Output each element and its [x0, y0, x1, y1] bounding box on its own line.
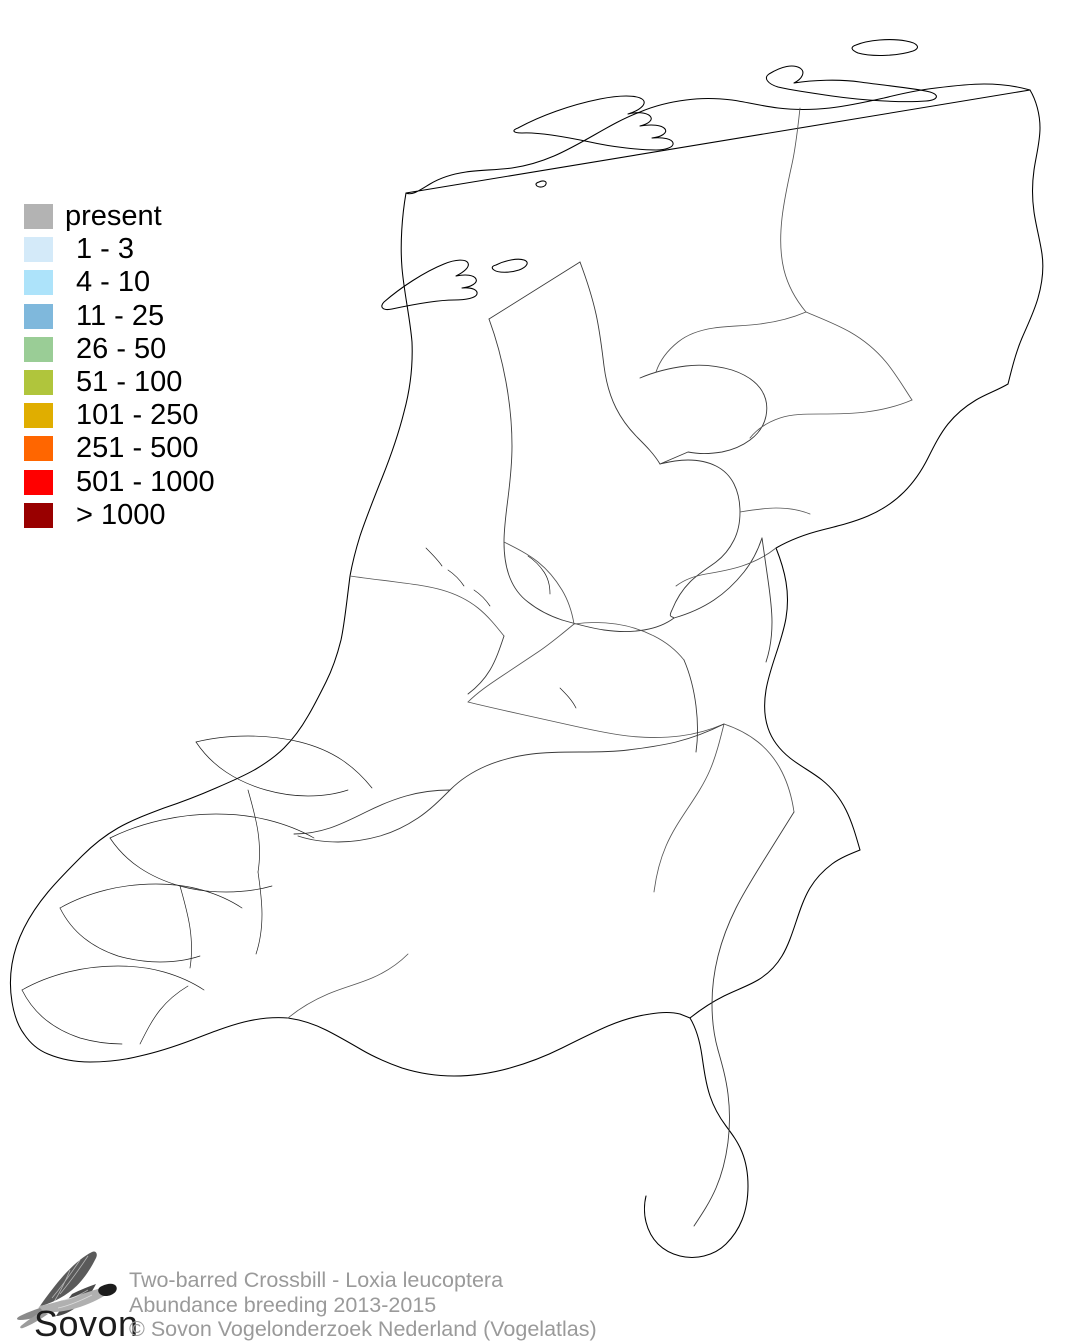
afsluitdijk [488, 261, 581, 320]
credit-metric-period: Abundance breeding 2013-2015 [129, 1292, 437, 1317]
legend-item-501-1000[interactable]: 501 - 1000 [24, 466, 324, 499]
overijssel-drenthe-east-border [1007, 89, 1044, 385]
legend-label-501-1000: 501 - 1000 [76, 465, 215, 498]
legend-swatch-4-10 [24, 270, 53, 296]
legend-swatch-501-1000 [24, 469, 53, 495]
limburg-east-border [764, 547, 861, 851]
legend-label-26-50: 26 - 50 [76, 332, 167, 365]
legend-label-101-250: 101 - 250 [76, 399, 199, 432]
wadden-islands [381, 39, 937, 311]
legend-item-over-1000[interactable]: > 1000 [24, 499, 324, 532]
legend-swatch-26-50 [24, 336, 53, 362]
legend-swatch-over-1000 [24, 502, 53, 528]
legend-swatch-1-3 [24, 237, 53, 263]
eastern-border [643, 1017, 749, 1259]
legend-item-1-3[interactable]: 1 - 3 [24, 233, 324, 266]
legend-item-26-50[interactable]: 26 - 50 [24, 333, 324, 366]
legend-swatch-11-25 [24, 303, 53, 329]
delta-detail [21, 735, 373, 1045]
legend-label-present: present [65, 200, 162, 233]
legend-label-1-3: 1 - 3 [76, 233, 135, 266]
legend-item-51-100[interactable]: 51 - 100 [24, 366, 324, 399]
gelderland-east-border [775, 383, 1009, 549]
inland-detail [425, 547, 577, 709]
province-borders [287, 107, 913, 1019]
markermeer-south-shore [561, 617, 675, 632]
legend-label-251-500: 251 - 500 [76, 432, 199, 465]
credit-copyright: © Sovon Vogelonderzoek Nederland (Vogela… [129, 1317, 597, 1341]
ijsselmeer-east-shore [579, 261, 661, 465]
noordoostpolder [639, 364, 768, 465]
legend-swatch-present [24, 204, 53, 230]
legend-item-11-25[interactable]: 11 - 25 [24, 300, 324, 333]
credit-species: Two-barred Crossbill - Loxia leucoptera [129, 1268, 504, 1292]
legend-swatch-101-250 [24, 403, 53, 429]
legend-item-4-10[interactable]: 4 - 10 [24, 266, 324, 299]
swallow-bird-icon [17, 1251, 117, 1329]
national-border-east [689, 849, 861, 1019]
abundance-legend: present 1 - 3 4 - 10 11 - 25 26 - 50 51 … [24, 200, 324, 532]
ijsselmeer-west-shore [488, 318, 563, 621]
footer: Sovon Two-barred Crossbill - Loxia leuco… [0, 1248, 1074, 1342]
legend-swatch-251-500 [24, 436, 53, 462]
legend-swatch-51-100 [24, 370, 53, 396]
legend-label-51-100: 51 - 100 [76, 366, 183, 399]
legend-item-251-500[interactable]: 251 - 500 [24, 432, 324, 465]
map-credit: Two-barred Crossbill - Loxia leucoptera … [129, 1268, 597, 1342]
legend-label-over-1000: > 1000 [76, 498, 166, 531]
sovon-logo: Sovon [14, 1248, 138, 1342]
north-coast [405, 83, 1031, 195]
sovon-wordmark: Sovon [34, 1303, 139, 1344]
legend-label-4-10: 4 - 10 [76, 266, 151, 299]
legend-label-11-25: 11 - 25 [76, 299, 165, 332]
legend-item-present[interactable]: present [24, 200, 324, 233]
major-rivers [293, 537, 795, 1227]
flevoland-outline [659, 459, 741, 619]
legend-item-101-250[interactable]: 101 - 250 [24, 399, 324, 432]
mainland-coastline [9, 192, 691, 1077]
veluwemeer [673, 537, 763, 619]
